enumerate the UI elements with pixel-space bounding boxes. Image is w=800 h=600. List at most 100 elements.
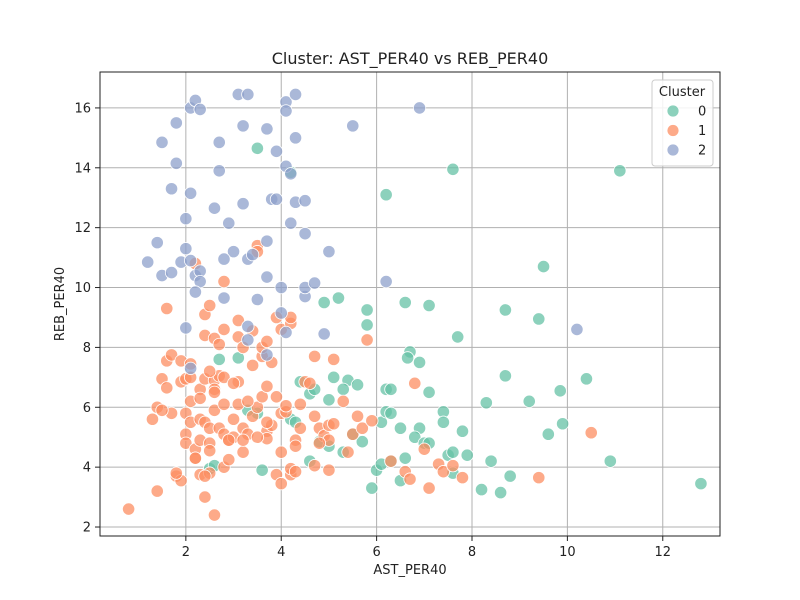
point-cluster-2 (217, 252, 231, 266)
point-cluster-1 (288, 439, 303, 453)
point-cluster-2 (241, 333, 255, 347)
point-cluster-0 (384, 406, 398, 420)
point-cluster-1 (212, 337, 226, 352)
point-cluster-1 (217, 370, 231, 384)
point-cluster-0 (479, 396, 493, 410)
point-cluster-1 (308, 409, 322, 423)
point-cluster-0 (503, 469, 517, 483)
point-cluster-0 (484, 454, 498, 468)
point-cluster-1 (145, 412, 160, 426)
point-cluster-1 (160, 381, 174, 395)
point-cluster-2 (164, 182, 179, 196)
point-cluster-0 (460, 448, 474, 462)
point-cluster-0 (694, 477, 708, 491)
point-cluster-1 (308, 349, 322, 363)
point-cluster-2 (141, 255, 155, 269)
x-tick-label: 8 (468, 545, 476, 560)
point-cluster-2 (241, 319, 255, 334)
point-cluster-2 (226, 245, 241, 259)
point-cluster-0 (408, 430, 422, 444)
y-tick-label: 6 (83, 401, 91, 416)
point-cluster-2 (298, 194, 312, 208)
point-cluster-2 (212, 164, 226, 178)
point-cluster-1 (226, 376, 241, 390)
point-cluster-0 (536, 259, 551, 274)
point-cluster-0 (436, 415, 450, 429)
point-cluster-1 (222, 453, 236, 467)
point-cluster-0 (603, 454, 617, 468)
point-cluster-0 (336, 382, 350, 396)
point-cluster-0 (553, 384, 567, 398)
point-cluster-0 (422, 385, 436, 399)
point-cluster-0 (613, 164, 627, 178)
point-cluster-2 (236, 197, 250, 211)
point-cluster-0 (379, 188, 393, 202)
point-cluster-1 (274, 477, 288, 491)
y-tick-label: 4 (83, 461, 91, 476)
y-tick-label: 8 (83, 341, 91, 356)
point-cluster-2 (260, 234, 274, 248)
x-tick-label: 10 (559, 545, 576, 560)
point-cluster-2 (379, 274, 393, 289)
point-cluster-1 (207, 385, 222, 399)
point-cluster-1 (293, 421, 307, 435)
y-tick-label: 12 (74, 221, 91, 236)
point-cluster-1 (188, 451, 202, 465)
point-cluster-1 (274, 445, 288, 459)
point-cluster-0 (355, 435, 369, 449)
point-cluster-2 (169, 156, 183, 170)
point-cluster-2 (284, 167, 298, 181)
point-cluster-2 (570, 322, 584, 337)
point-cluster-1 (322, 463, 336, 477)
point-cluster-1 (288, 465, 303, 479)
point-cluster-2 (169, 116, 183, 130)
point-cluster-1 (226, 412, 241, 426)
point-cluster-1 (217, 397, 231, 411)
point-cluster-2 (212, 135, 226, 149)
point-cluster-0 (498, 369, 512, 383)
y-axis-label: REB_PER40 (53, 267, 68, 341)
point-cluster-2 (250, 292, 264, 307)
point-cluster-1 (236, 445, 250, 459)
point-cluster-1 (346, 427, 360, 441)
point-cluster-1 (198, 469, 212, 483)
legend-title: Cluster (659, 85, 706, 100)
point-cluster-0 (350, 378, 365, 392)
point-cluster-1 (327, 352, 341, 366)
point-cluster-1 (436, 465, 450, 479)
point-cluster-1 (455, 471, 470, 485)
point-cluster-1 (179, 436, 193, 450)
point-cluster-1 (260, 379, 274, 393)
point-cluster-2 (412, 101, 427, 115)
point-cluster-1 (584, 426, 598, 440)
point-cluster-2 (284, 216, 298, 230)
y-tick-label: 2 (83, 521, 91, 536)
point-cluster-0 (398, 295, 412, 310)
point-cluster-2 (269, 144, 284, 158)
point-cluster-2 (184, 186, 198, 200)
point-cluster-1 (350, 409, 365, 423)
legend-marker-2 (666, 143, 680, 157)
point-cluster-0 (360, 303, 374, 317)
legend: Cluster 0 1 2 (651, 79, 714, 167)
point-cluster-1 (365, 414, 379, 428)
point-cluster-1 (217, 322, 231, 337)
point-cluster-0 (541, 427, 555, 441)
point-cluster-1 (408, 376, 422, 390)
y-tick-label: 16 (74, 101, 91, 116)
point-cluster-0 (327, 370, 341, 384)
point-cluster-1 (155, 403, 169, 417)
point-cluster-1 (150, 484, 164, 498)
point-cluster-0 (360, 318, 374, 332)
point-cluster-0 (398, 451, 412, 465)
point-cluster-0 (365, 481, 379, 495)
point-cluster-0 (401, 351, 415, 365)
point-cluster-1 (236, 433, 250, 447)
point-cluster-0 (579, 372, 594, 386)
point-cluster-0 (422, 298, 436, 313)
point-cluster-2 (279, 104, 293, 118)
point-cluster-1 (250, 430, 264, 444)
point-cluster-1 (231, 313, 245, 328)
legend-marker-0 (666, 104, 680, 118)
